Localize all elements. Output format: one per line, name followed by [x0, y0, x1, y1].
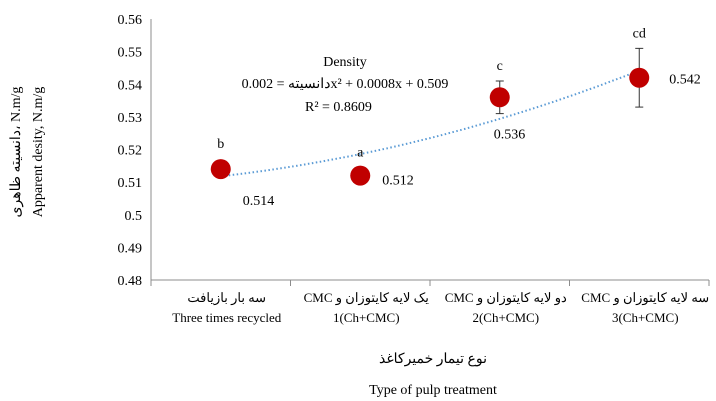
significance-letter: b	[217, 137, 224, 152]
data-point	[210, 159, 231, 180]
data-points	[210, 67, 650, 186]
category-label-en: Three times recycled	[172, 310, 281, 325]
data-point	[489, 87, 510, 108]
y-ticks: 0.48 0.49 0.5 0.51 0.52 0.53 0.54 0.55 0.56	[118, 13, 143, 289]
category-label-en: 3(Ch+CMC)	[612, 310, 679, 325]
significance-letter: c	[497, 59, 503, 74]
data-point	[350, 165, 371, 186]
x-axis-label-fa: نوع تیمار خمیرکاغذ	[379, 352, 487, 367]
significance-letter: cd	[633, 26, 646, 41]
data-label: 0.514	[243, 194, 275, 209]
x-axis-label-en: Type of pulp treatment	[369, 383, 497, 398]
category-label-en: 1(Ch+CMC)	[333, 310, 400, 325]
category-label-fa: CMC دو لایه کایتوزان و	[445, 290, 567, 306]
axes	[150, 19, 710, 286]
data-point	[629, 67, 650, 88]
y-tick-label: 0.55	[118, 46, 143, 61]
y-axis-label-fa: دانسیته ظاهری، N.m/g	[9, 87, 24, 218]
data-label: 0.512	[382, 174, 414, 189]
trend-equation: دانسیته = 0.002x² + 0.0008x + 0.509	[242, 77, 449, 92]
r-squared: R² = 0.8609	[305, 100, 372, 115]
significance-letters: b a c cd	[217, 26, 646, 160]
significance-letter: a	[357, 145, 364, 160]
y-tick-label: 0.56	[118, 13, 143, 28]
equation-title: Density	[323, 55, 367, 70]
y-tick-label: 0.51	[118, 176, 143, 191]
trendline	[220, 69, 640, 178]
y-tick-label: 0.5	[125, 209, 143, 224]
y-tick-label: 0.53	[118, 111, 143, 126]
data-labels: 0.514 0.512 0.536 0.542	[243, 73, 701, 209]
category-label-fa: CMC سه لایه کایتوزان و	[581, 290, 709, 306]
y-axis-label-en: Apparent desity, N.m/g	[31, 87, 46, 218]
y-tick-label: 0.49	[118, 241, 143, 256]
data-label: 0.542	[669, 73, 701, 88]
data-label: 0.536	[494, 127, 526, 142]
y-tick-label: 0.48	[118, 274, 143, 289]
category-label-en: 2(Ch+CMC)	[472, 310, 539, 325]
category-label-fa: سه بار بازیافت	[187, 290, 266, 306]
y-tick-label: 0.54	[118, 78, 143, 93]
category-label-fa: CMC یک لایه کایتوزان و	[304, 290, 430, 306]
x-categories: سه بار بازیافت Three times recycled CMC یک…	[172, 290, 709, 325]
y-tick-label: 0.52	[118, 144, 143, 159]
